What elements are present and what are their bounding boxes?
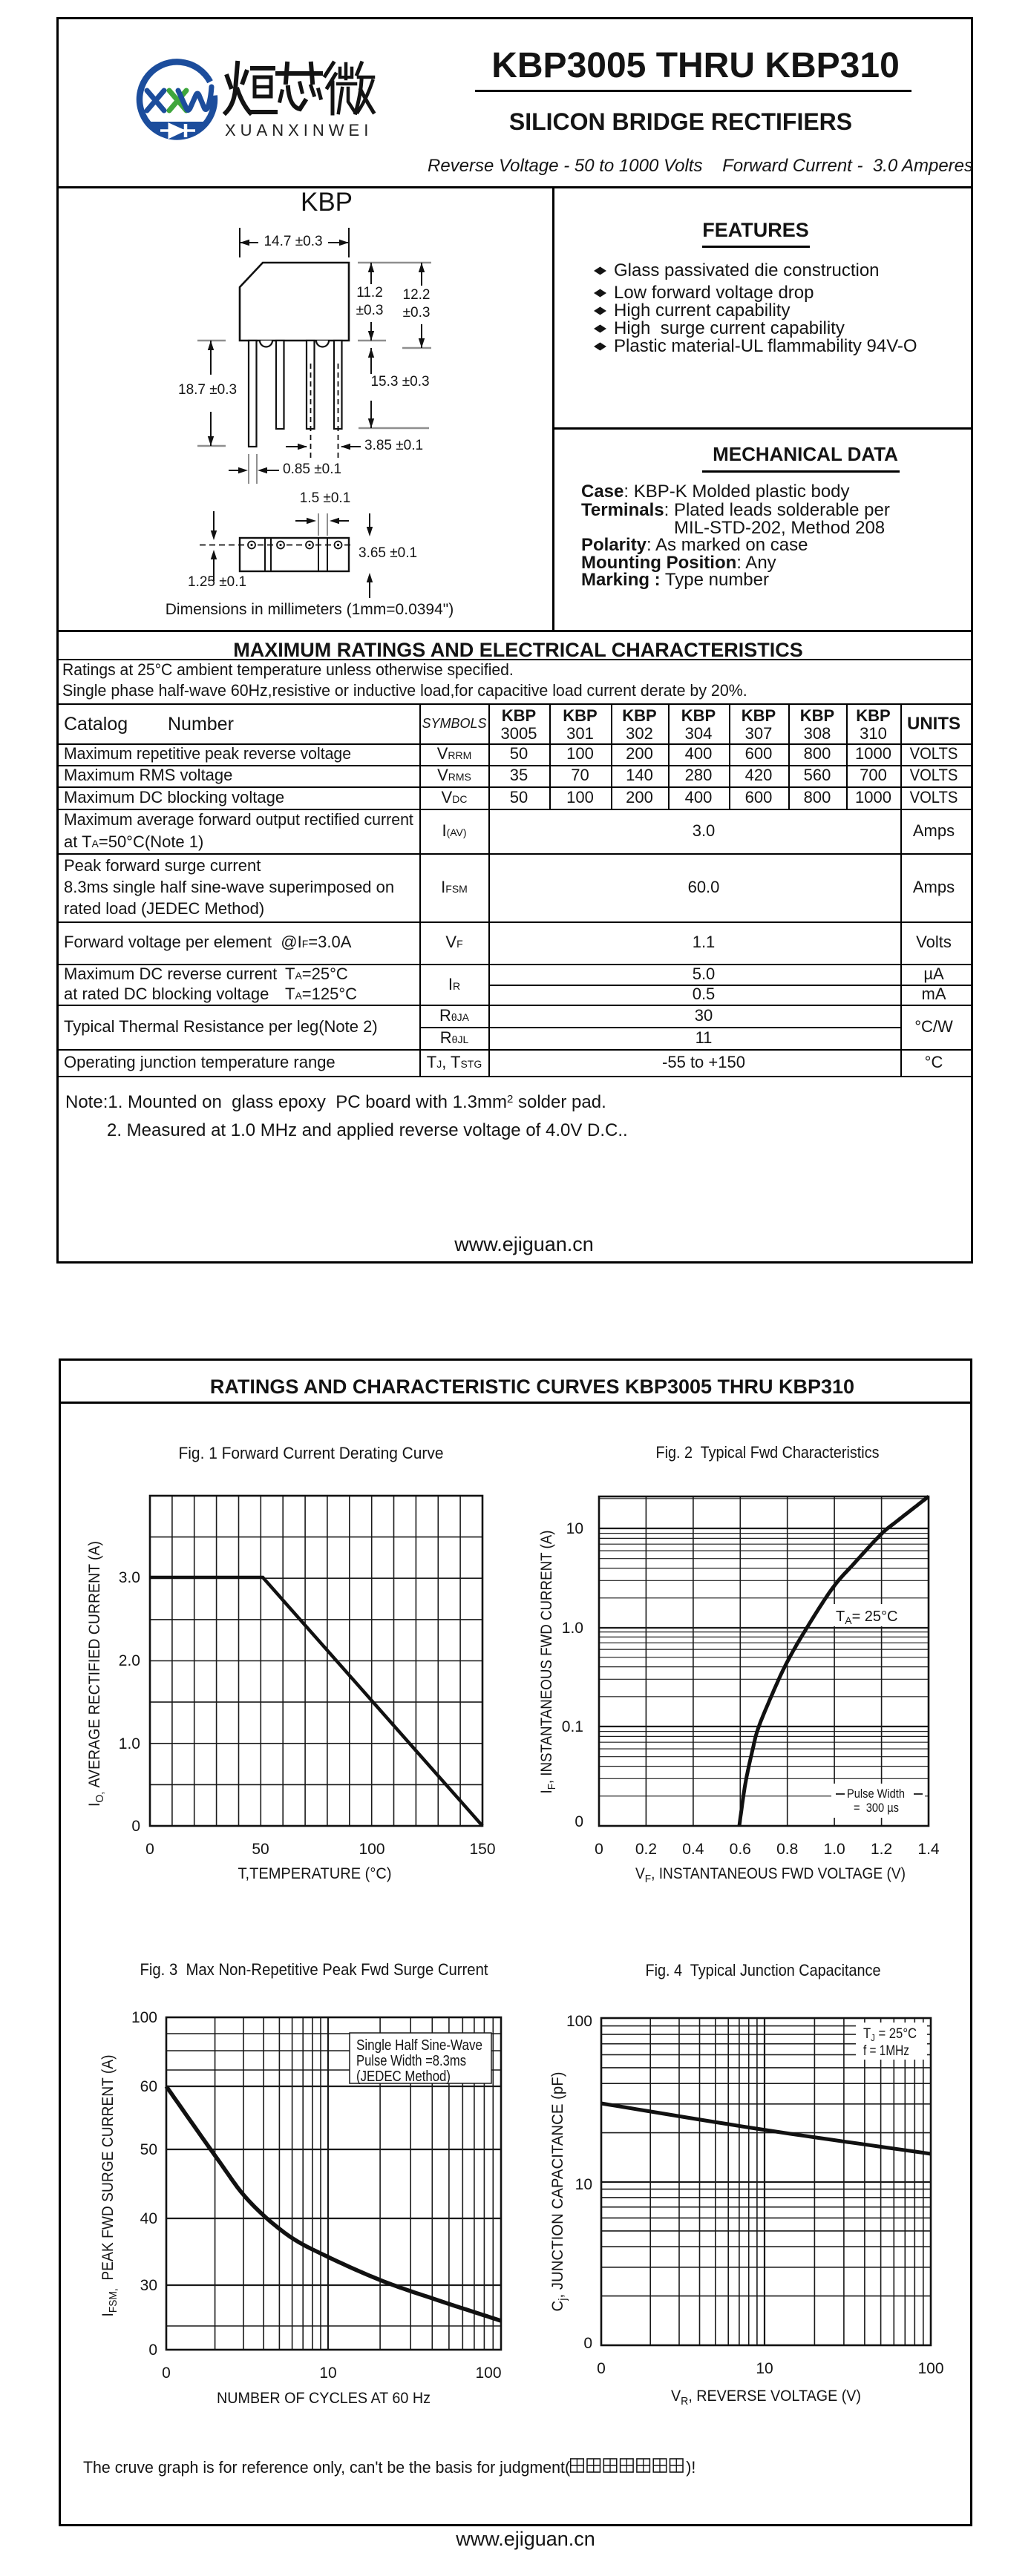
svg-text:100: 100: [359, 1841, 384, 1858]
svg-text:Fig. 3 Max Non-Repetitive Pea: Fig. 3 Max Non-Repetitive Peak Fwd Surge…: [140, 1960, 488, 1979]
svg-text:100: 100: [566, 2013, 592, 2030]
svg-text:1.2: 1.2: [871, 1841, 892, 1858]
svg-text:VF, INSTANTANEOUS FWD VOLTAGE: VF, INSTANTANEOUS FWD VOLTAGE (V): [635, 1865, 906, 1885]
svg-text:100: 100: [475, 2365, 501, 2382]
svg-text:40: 40: [140, 2210, 157, 2227]
svg-text:IF, INSTANTANEOUS FWD CURRENT: IF, INSTANTANEOUS FWD CURRENT (A): [538, 1531, 558, 1794]
svg-text:1.0: 1.0: [119, 1735, 140, 1752]
svg-text:Single Half Sine-Wave: Single Half Sine-Wave: [356, 2037, 482, 2054]
svg-text:30: 30: [140, 2277, 157, 2294]
svg-text:Pulse Width: Pulse Width: [847, 1787, 905, 1801]
svg-text:0: 0: [131, 1818, 140, 1835]
svg-text:0: 0: [148, 2342, 157, 2359]
svg-text:Fig. 2 Typical Fwd Characteri: Fig. 2 Typical Fwd Characteristics: [656, 1443, 880, 1462]
svg-text:0.8: 0.8: [776, 1841, 798, 1858]
svg-text:Fig. 1 Forward Current Deratin: Fig. 1 Forward Current Derating Curve: [179, 1444, 444, 1462]
svg-text:10: 10: [319, 2365, 336, 2382]
svg-text:0: 0: [575, 1813, 583, 1830]
svg-text:100: 100: [917, 2360, 943, 2377]
svg-text:150: 150: [469, 1841, 495, 1858]
svg-text:0: 0: [595, 1841, 603, 1858]
svg-text:2.0: 2.0: [119, 1652, 140, 1669]
svg-text:Pulse Width =8.3ms: Pulse Width =8.3ms: [356, 2053, 466, 2069]
svg-text:0.4: 0.4: [682, 1841, 704, 1858]
svg-text:1.0: 1.0: [562, 1620, 583, 1637]
svg-text:T,TEMPERATURE (°C): T,TEMPERATURE (°C): [238, 1865, 392, 1882]
svg-text:50: 50: [140, 2141, 157, 2158]
svg-text:1.0: 1.0: [824, 1841, 845, 1858]
svg-text:100: 100: [131, 2009, 157, 2026]
svg-text:1.4: 1.4: [917, 1841, 940, 1858]
svg-text:0.2: 0.2: [635, 1841, 657, 1858]
svg-text:0.6: 0.6: [730, 1841, 751, 1858]
svg-text:NUMBER OF CYCLES AT 60 Hz: NUMBER OF CYCLES AT 60 Hz: [217, 2390, 431, 2407]
svg-text:VR, REVERSE VOLTAGE (V): VR, REVERSE VOLTAGE (V): [671, 2388, 861, 2408]
svg-text:(JEDEC Method): (JEDEC Method): [356, 2069, 451, 2085]
svg-text:0: 0: [162, 2365, 171, 2382]
svg-text:0: 0: [597, 2360, 606, 2377]
svg-text:Fig. 4 Typical Junction Capac: Fig. 4 Typical Junction Capacitance: [646, 1961, 881, 1979]
svg-text:TJ = 25°C: TJ = 25°C: [863, 2026, 917, 2043]
svg-text:10: 10: [756, 2360, 773, 2377]
svg-text:60: 60: [140, 2078, 157, 2095]
svg-text:10: 10: [575, 2176, 592, 2193]
svg-text:Cj, JUNCTION CAPACITANCE (pF): Cj, JUNCTION CAPACITANCE (pF): [549, 2072, 569, 2312]
svg-text:10: 10: [566, 1520, 583, 1537]
svg-text:50: 50: [252, 1841, 269, 1858]
svg-text:IO, AVERAGE RECTIFIED CURRENT: IO, AVERAGE RECTIFIED CURRENT (A): [86, 1541, 106, 1807]
svg-text:0.1: 0.1: [562, 1718, 583, 1735]
svg-text:IFSM, PEAK FWD SURGE CURRENT: IFSM, PEAK FWD SURGE CURRENT (A): [99, 2055, 120, 2317]
svg-text:0: 0: [583, 2335, 592, 2352]
svg-text:f = 1MHz: f = 1MHz: [863, 2043, 909, 2059]
svg-text:3.0: 3.0: [119, 1569, 140, 1586]
svg-text:= 300 µs: = 300 µs: [854, 1801, 899, 1815]
svg-text:0: 0: [145, 1841, 154, 1858]
